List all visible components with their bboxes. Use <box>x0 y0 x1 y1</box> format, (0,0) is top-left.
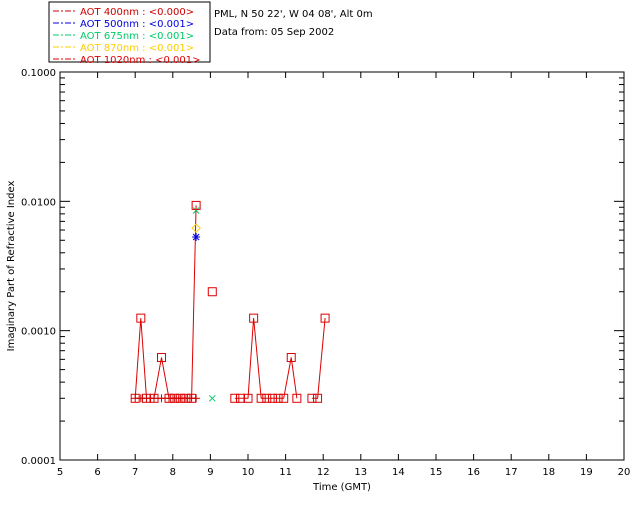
x-axis-label: Time (GMT) <box>312 482 371 493</box>
y-tick-label: 0.1000 <box>21 68 56 79</box>
legend-entry: AOT 500nm : <0.001> <box>80 19 194 30</box>
x-tick-label: 16 <box>467 467 480 478</box>
data-point <box>170 393 180 403</box>
data-point <box>191 223 201 233</box>
legend-entry: AOT 870nm : <0.001> <box>80 43 194 54</box>
x-tick-label: 7 <box>132 467 138 478</box>
y-tick-label: 0.0010 <box>21 327 56 338</box>
x-tick-label: 17 <box>505 467 518 478</box>
data-point <box>157 353 167 363</box>
data-point <box>279 393 289 403</box>
data-point <box>175 393 185 403</box>
data-point <box>262 393 272 403</box>
data-point <box>130 393 140 403</box>
y-axis: 0.0001 0.0010 0.0100 0.1000 <box>21 68 624 467</box>
data-point <box>313 393 323 403</box>
data-point <box>149 393 159 403</box>
plot-frame <box>59 71 625 461</box>
data-point <box>164 393 174 403</box>
y-tick-label: 0.0001 <box>21 456 56 467</box>
x-tick-label: 15 <box>430 467 443 478</box>
x-tick-label: 19 <box>580 467 593 478</box>
data-point <box>157 394 166 403</box>
series-markers <box>130 200 330 403</box>
legend: AOT 400nm : <0.000>AOT 500nm : <0.001>AO… <box>53 7 200 66</box>
y-axis-label: Imaginary Part of Refractive Index <box>6 181 17 352</box>
x-tick-label: 20 <box>618 467 631 478</box>
data-point <box>273 393 283 403</box>
data-point <box>207 287 217 297</box>
data-point <box>286 353 296 363</box>
data-point <box>150 394 158 403</box>
x-tick-label: 18 <box>542 467 555 478</box>
data-point <box>192 394 201 403</box>
x-tick-label: 11 <box>279 467 292 478</box>
data-point <box>249 313 259 323</box>
data-point <box>267 393 277 403</box>
x-tick-label: 6 <box>94 467 100 478</box>
data-point <box>191 200 201 210</box>
data-point <box>320 313 330 323</box>
data-point <box>192 232 201 241</box>
legend-entry: AOT 675nm : <0.001> <box>80 31 194 42</box>
series-line <box>134 205 326 399</box>
data-point <box>307 393 317 403</box>
data-point <box>256 393 266 403</box>
data-point <box>292 393 302 403</box>
data-point <box>208 394 216 402</box>
x-tick-label: 9 <box>207 467 213 478</box>
x-tick-label: 12 <box>317 467 330 478</box>
x-tick-label: 8 <box>170 467 176 478</box>
x-tick-label: 10 <box>242 467 255 478</box>
data-point <box>243 393 253 403</box>
location-text: PML, N 50 22', W 04 08', Alt 0m <box>214 9 373 20</box>
x-axis: 5 6 7 8 9 10 11 12 13 14 15 16 17 18 19 20 <box>57 72 631 478</box>
data-point <box>181 393 191 403</box>
legend-box <box>48 1 211 63</box>
series-lines <box>134 205 326 399</box>
date-text: Data from: 05 Sep 2002 <box>214 27 334 38</box>
x-tick-label: 14 <box>392 467 405 478</box>
data-point <box>142 394 151 403</box>
legend-entry: AOT 400nm : <0.000> <box>80 7 194 18</box>
data-point <box>230 393 240 403</box>
legend-entry: AOT 1020nm : <0.001> <box>80 55 200 66</box>
data-point <box>187 393 197 403</box>
x-tick-label: 5 <box>57 467 63 478</box>
data-point <box>192 207 200 214</box>
y-tick-label: 0.0100 <box>21 197 56 208</box>
data-point <box>136 313 146 323</box>
x-tick-label: 13 <box>354 467 367 478</box>
